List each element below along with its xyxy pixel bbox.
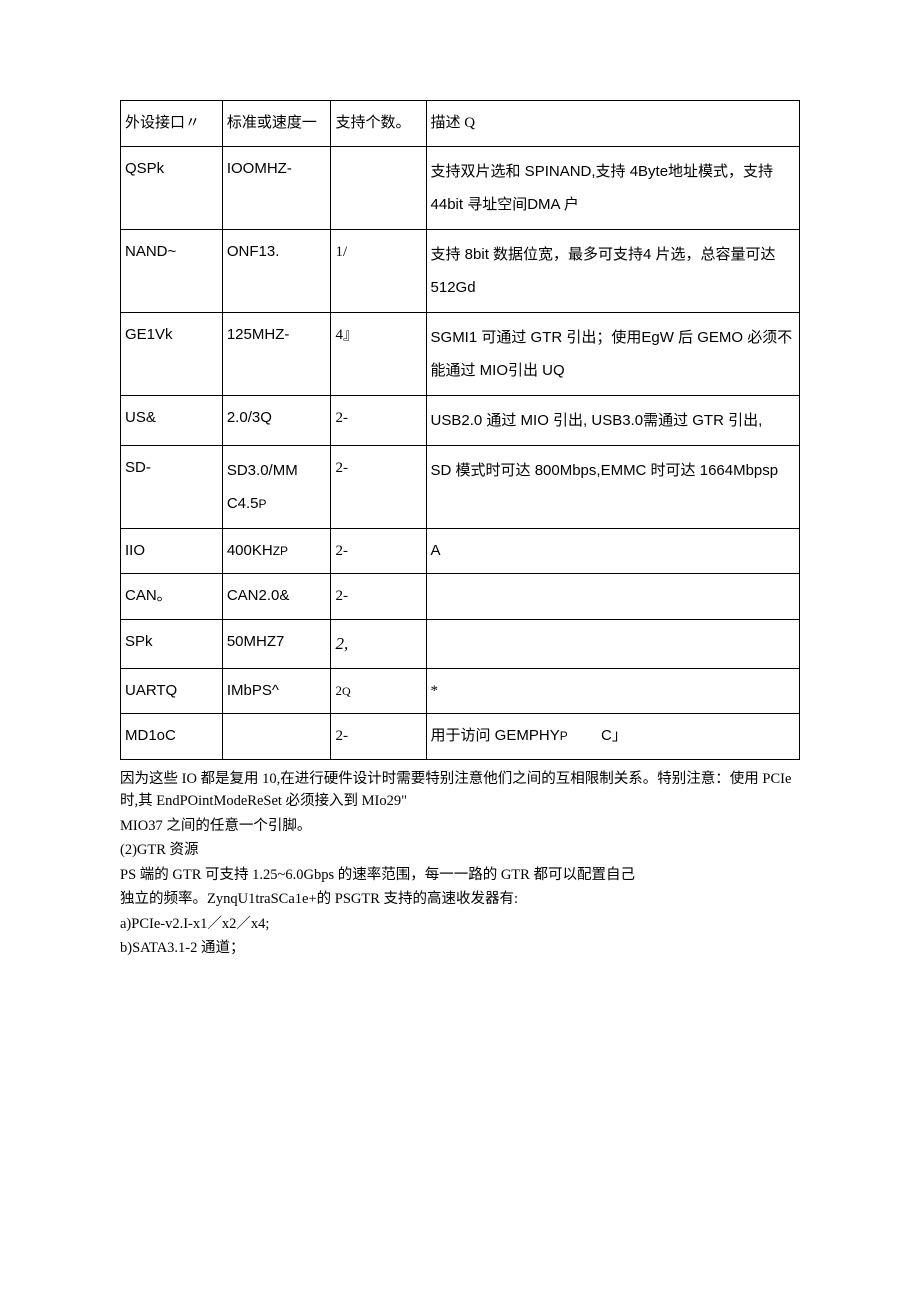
- table-row: MD1oC 2- 用于访问 GEMPHYP C」: [121, 714, 800, 760]
- text: 400KH: [227, 542, 273, 559]
- text: C」: [568, 727, 627, 744]
- cell-interface: SD-: [121, 445, 223, 528]
- table-row: US& 2.0/3Q 2- USB2.0 通过 MIO 引出, USB3.0需通…: [121, 395, 800, 445]
- cell-standard: IOOMHZ-: [222, 146, 331, 229]
- text: SD3.0/MM: [227, 462, 298, 479]
- peripheral-table: 外设接口〃 标准或速度一 支持个数。 描述 Q QSPk IOOMHZ- 支持双…: [120, 100, 800, 760]
- cell-count: 4』: [331, 312, 426, 395]
- cell-description: SGMI1 可通过 GTR 引出；使用EgW 后 GEMO 必须不能通过 MIO…: [426, 312, 799, 395]
- paragraph: PS 端的 GTR 可支持 1.25~6.0Gbps 的速率范围，每一一路的 G…: [120, 864, 800, 886]
- cell-count: 2-: [331, 574, 426, 620]
- cell-description: 支持 8bit 数据位宽，最多可支持4 片选，总容量可达 512Gd: [426, 229, 799, 312]
- table-row: GE1Vk 125MHZ- 4』 SGMI1 可通过 GTR 引出；使用EgW …: [121, 312, 800, 395]
- cell-description: 用于访问 GEMPHYP C」: [426, 714, 799, 760]
- text: ZP: [273, 544, 288, 558]
- table-row: SPk 50MHZ7 2,: [121, 619, 800, 668]
- cell-interface: NAND~: [121, 229, 223, 312]
- text: P: [259, 497, 267, 511]
- cell-standard: 2.0/3Q: [222, 395, 331, 445]
- cell-interface: GE1Vk: [121, 312, 223, 395]
- cell-count: 2-: [331, 395, 426, 445]
- paragraph: b)SATA3.1-2 通道；: [120, 937, 800, 959]
- table-row: CAN。 CAN2.0& 2-: [121, 574, 800, 620]
- cell-count: 2-: [331, 714, 426, 760]
- cell-interface: US&: [121, 395, 223, 445]
- table-row: IIO 400KHZP 2- A: [121, 528, 800, 574]
- cell-standard: IMbPS^: [222, 668, 331, 714]
- paragraph: a)PCIe-v2.I-x1／x2／x4;: [120, 913, 800, 935]
- table-row: QSPk IOOMHZ- 支持双片选和 SPINAND,支持 4Byte地址模式…: [121, 146, 800, 229]
- cell-standard: 400KHZP: [222, 528, 331, 574]
- cell-description: A: [426, 528, 799, 574]
- header-description: 描述 Q: [426, 101, 799, 147]
- cell-standard: 50MHZ7: [222, 619, 331, 668]
- cell-count: 2-: [331, 528, 426, 574]
- cell-description: SD 模式时可达 800Mbps,EMMC 时可达 1664Mbpsp: [426, 445, 799, 528]
- paragraph: MIO37 之间的任意一个引脚。: [120, 815, 800, 837]
- text: Q: [342, 684, 351, 698]
- cell-interface: UARTQ: [121, 668, 223, 714]
- paragraph: 独立的频率。ZynqU1traSCa1e+的 PSGTR 支持的高速收发器有:: [120, 888, 800, 910]
- cell-interface: SPk: [121, 619, 223, 668]
- cell-standard: CAN2.0&: [222, 574, 331, 620]
- cell-description: [426, 574, 799, 620]
- table-row: NAND~ ONF13. 1/ 支持 8bit 数据位宽，最多可支持4 片选，总…: [121, 229, 800, 312]
- cell-count: [331, 146, 426, 229]
- cell-count: 2,: [331, 619, 426, 668]
- table-row: SD- SD3.0/MM C4.5P 2- SD 模式时可达 800Mbps,E…: [121, 445, 800, 528]
- table-row: UARTQ IMbPS^ 2Q *: [121, 668, 800, 714]
- cell-standard: SD3.0/MM C4.5P: [222, 445, 331, 528]
- cell-interface: QSPk: [121, 146, 223, 229]
- cell-count: 1/: [331, 229, 426, 312]
- cell-standard: 125MHZ-: [222, 312, 331, 395]
- header-standard: 标准或速度一: [222, 101, 331, 147]
- text: 用于访问 GEMPHY: [431, 727, 560, 744]
- paragraph: (2)GTR 资源: [120, 839, 800, 861]
- cell-interface: CAN。: [121, 574, 223, 620]
- cell-description: 支持双片选和 SPINAND,支持 4Byte地址模式，支持 44bit 寻址空…: [426, 146, 799, 229]
- cell-interface: IIO: [121, 528, 223, 574]
- text: C4.5: [227, 495, 259, 512]
- paragraph: 因为这些 IO 都是复用 10,在进行硬件设计时需要特别注意他们之间的互相限制关…: [120, 768, 800, 813]
- cell-description: USB2.0 通过 MIO 引出, USB3.0需通过 GTR 引出,: [426, 395, 799, 445]
- cell-standard: [222, 714, 331, 760]
- header-count: 支持个数。: [331, 101, 426, 147]
- text: P: [560, 729, 568, 743]
- table-header-row: 外设接口〃 标准或速度一 支持个数。 描述 Q: [121, 101, 800, 147]
- cell-description: *: [426, 668, 799, 714]
- cell-count: 2-: [331, 445, 426, 528]
- cell-count: 2Q: [331, 668, 426, 714]
- cell-description: [426, 619, 799, 668]
- header-interface: 外设接口〃: [121, 101, 223, 147]
- cell-standard: ONF13.: [222, 229, 331, 312]
- cell-interface: MD1oC: [121, 714, 223, 760]
